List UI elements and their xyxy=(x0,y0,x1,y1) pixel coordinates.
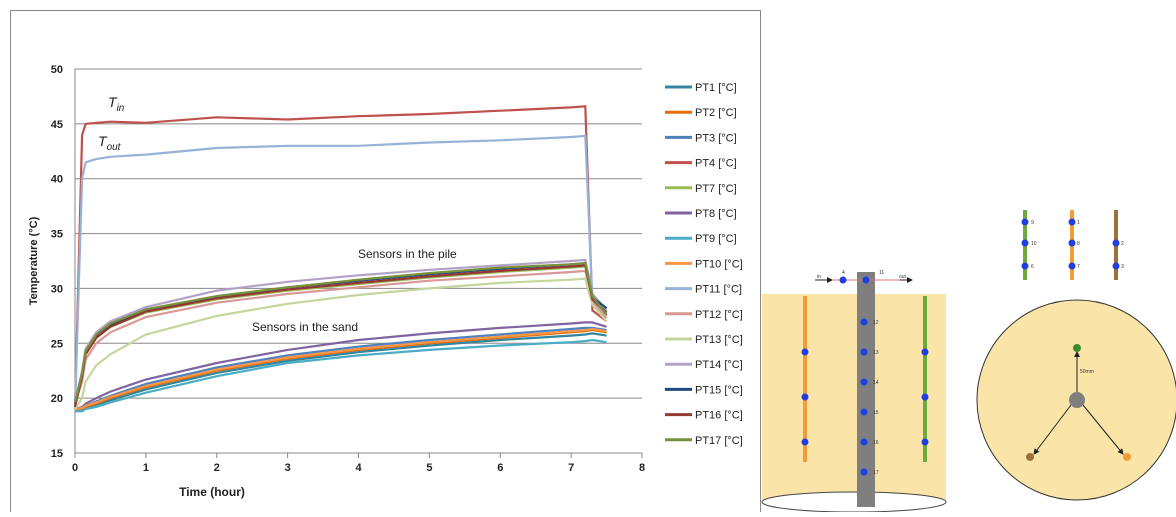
annotation-text: T xyxy=(108,94,118,110)
legend-label: PT11 [°C] xyxy=(695,284,742,296)
annotation: Sensors in the sand xyxy=(252,320,358,334)
label: 10 xyxy=(1031,241,1037,247)
x-tick-label: 2 xyxy=(214,462,220,474)
label: 1 xyxy=(1077,220,1080,226)
y-tick-label: 30 xyxy=(51,283,63,295)
section-diagram: in 4 11 out 12 13 14 15 16 17 xyxy=(761,270,947,513)
series-line xyxy=(73,264,608,408)
rod xyxy=(923,296,927,462)
series-line xyxy=(74,321,607,411)
annotation: Tout xyxy=(98,133,122,153)
label: 50mm xyxy=(1080,369,1094,375)
sensor xyxy=(1123,453,1131,461)
label: 8 xyxy=(1077,241,1080,247)
x-tick-label: 6 xyxy=(497,462,503,474)
x-tick-label: 3 xyxy=(285,462,291,474)
series-line xyxy=(74,327,607,411)
rod xyxy=(803,296,807,462)
legend-label: PT7 [°C] xyxy=(695,183,737,195)
legend-label: PT14 [°C] xyxy=(695,359,743,371)
label: in xyxy=(817,274,821,280)
arrow xyxy=(1082,404,1124,455)
label: 6 xyxy=(1031,264,1034,270)
label: 3 xyxy=(1121,264,1124,270)
label: out xyxy=(899,274,907,280)
x-tick-label: 0 xyxy=(72,462,78,474)
annotation-text: Sensors in the sand xyxy=(252,320,358,334)
legend-label: PT16 [°C] xyxy=(695,410,743,422)
annotation-subscript: out xyxy=(107,142,122,153)
legend-label: PT9 [°C] xyxy=(695,233,737,245)
chart-frame xyxy=(10,10,761,517)
y-tick-label: 35 xyxy=(51,229,63,241)
series-line xyxy=(74,277,608,410)
y-axis-label: Temperature (°C) xyxy=(28,216,40,305)
label: 11 xyxy=(879,270,884,276)
legend-label: PT12 [°C] xyxy=(695,309,743,321)
y-tick-label: 40 xyxy=(51,174,63,186)
y-tick-label: 20 xyxy=(51,393,63,405)
series-line xyxy=(73,262,608,403)
pile-section xyxy=(1069,392,1085,408)
annotation-text: T xyxy=(98,133,108,149)
sand-box xyxy=(762,294,946,502)
legend-label: PT13 [°C] xyxy=(695,334,743,346)
label: 15 xyxy=(873,410,879,416)
legend-label: PT17 [°C] xyxy=(695,435,743,447)
x-axis-label: Time (hour) xyxy=(179,485,245,499)
legend-label: PT15 [°C] xyxy=(695,384,743,396)
label: 14 xyxy=(873,380,879,386)
x-tick-label: 1 xyxy=(143,462,149,474)
y-tick-label: 15 xyxy=(51,448,63,460)
y-tick-label: 45 xyxy=(51,119,63,131)
sensor xyxy=(1026,453,1034,461)
legend-label: PT10 [°C] xyxy=(695,258,743,270)
label: 9 xyxy=(1031,220,1034,226)
sensor-dots xyxy=(1021,218,1120,270)
series-line xyxy=(73,258,608,404)
sensor xyxy=(1073,344,1081,352)
annotation-text: Sensors in the pile xyxy=(358,247,457,261)
legend-label: PT4 [°C] xyxy=(695,158,737,170)
label: 7 xyxy=(1077,264,1080,270)
annotation-subscript: in xyxy=(117,103,125,114)
x-tick-label: 5 xyxy=(426,462,432,474)
base-ellipse xyxy=(761,491,947,513)
series-line xyxy=(73,134,608,410)
legend-label: PT1 [°C] xyxy=(695,82,737,94)
legend-label: PT2 [°C] xyxy=(695,107,737,119)
x-tick-label: 4 xyxy=(355,462,362,474)
annotation: Sensors in the pile xyxy=(358,247,457,261)
label: 16 xyxy=(873,440,879,446)
series-line xyxy=(75,338,607,413)
series-line xyxy=(73,269,608,404)
x-tick-label: 8 xyxy=(639,462,645,474)
plan-diagram: 9 10 6 1 8 7 2 3 50mm xyxy=(976,210,1176,501)
series-line xyxy=(73,105,608,410)
legend-label: PT8 [°C] xyxy=(695,208,737,220)
y-tick-label: 50 xyxy=(51,64,63,76)
label: 12 xyxy=(873,320,879,326)
label: 2 xyxy=(1121,241,1124,247)
y-tick-label: 25 xyxy=(51,338,63,350)
legend-label: PT3 [°C] xyxy=(695,132,737,144)
label: 13 xyxy=(873,350,879,356)
x-tick-label: 7 xyxy=(568,462,574,474)
annotation: Tin xyxy=(108,94,125,114)
label: 4 xyxy=(842,270,845,276)
pile xyxy=(857,272,875,507)
sensor-dots xyxy=(801,276,929,476)
label: 17 xyxy=(873,470,879,476)
arrow xyxy=(1033,404,1072,455)
